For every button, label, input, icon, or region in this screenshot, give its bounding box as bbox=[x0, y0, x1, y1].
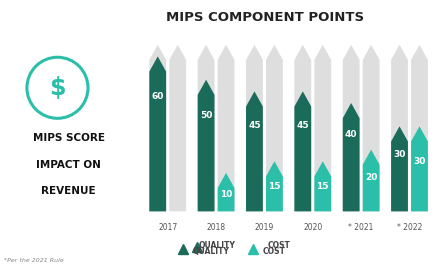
Polygon shape bbox=[149, 56, 166, 211]
Polygon shape bbox=[411, 126, 428, 211]
Polygon shape bbox=[266, 45, 283, 211]
Text: 45: 45 bbox=[248, 121, 261, 130]
Text: COST: COST bbox=[267, 241, 290, 250]
Polygon shape bbox=[363, 45, 380, 211]
Text: 10: 10 bbox=[220, 190, 232, 199]
Text: 2020: 2020 bbox=[303, 223, 322, 232]
Text: 2018: 2018 bbox=[206, 223, 225, 232]
Text: IMPACT ON: IMPACT ON bbox=[36, 160, 101, 170]
Text: 60: 60 bbox=[152, 92, 164, 101]
Text: COST: COST bbox=[263, 247, 285, 256]
Text: 20: 20 bbox=[365, 173, 377, 182]
Text: QUALITY: QUALITY bbox=[199, 241, 236, 250]
Polygon shape bbox=[217, 45, 234, 211]
Text: 30: 30 bbox=[413, 156, 426, 165]
Text: QUALITY: QUALITY bbox=[193, 247, 229, 256]
Polygon shape bbox=[294, 45, 311, 211]
Polygon shape bbox=[198, 80, 214, 211]
Polygon shape bbox=[411, 45, 428, 211]
Polygon shape bbox=[391, 45, 408, 211]
Polygon shape bbox=[314, 45, 331, 211]
Polygon shape bbox=[266, 161, 283, 211]
Text: * 2022: * 2022 bbox=[397, 223, 422, 232]
Text: 15: 15 bbox=[268, 182, 281, 191]
Text: $: $ bbox=[49, 76, 66, 100]
Polygon shape bbox=[198, 45, 214, 211]
Polygon shape bbox=[246, 92, 263, 211]
Polygon shape bbox=[169, 45, 186, 211]
Text: 2019: 2019 bbox=[255, 223, 274, 232]
Text: 15: 15 bbox=[316, 182, 329, 191]
Polygon shape bbox=[217, 173, 234, 211]
Text: 50: 50 bbox=[200, 111, 212, 120]
Text: REVENUE: REVENUE bbox=[41, 186, 96, 196]
Text: * 2021: * 2021 bbox=[348, 223, 374, 232]
Text: *Per the 2021 Rule: *Per the 2021 Rule bbox=[4, 258, 64, 263]
Text: 2017: 2017 bbox=[158, 223, 177, 232]
Text: 45: 45 bbox=[297, 121, 309, 130]
Polygon shape bbox=[343, 45, 360, 211]
Text: 30: 30 bbox=[393, 149, 406, 159]
Polygon shape bbox=[149, 45, 166, 211]
Polygon shape bbox=[294, 92, 311, 211]
Polygon shape bbox=[343, 103, 360, 211]
Text: MIPS SCORE: MIPS SCORE bbox=[33, 133, 104, 143]
Polygon shape bbox=[246, 45, 263, 211]
Text: 40: 40 bbox=[345, 130, 358, 139]
Polygon shape bbox=[391, 126, 408, 211]
Polygon shape bbox=[363, 149, 380, 211]
Polygon shape bbox=[314, 161, 331, 211]
Text: MIPS COMPONENT POINTS: MIPS COMPONENT POINTS bbox=[166, 11, 364, 24]
